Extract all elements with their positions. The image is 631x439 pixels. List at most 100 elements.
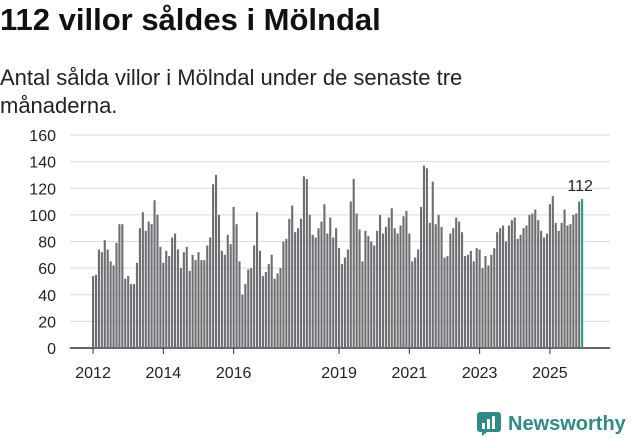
x-tick-label: 2019 <box>321 365 357 382</box>
newsworthy-icon <box>477 412 501 436</box>
bar <box>364 230 367 348</box>
y-tick-label: 80 <box>38 235 56 252</box>
bar <box>191 254 194 348</box>
bar <box>141 212 144 348</box>
bar <box>94 274 98 348</box>
bar <box>332 237 335 348</box>
bar <box>162 262 165 348</box>
bar <box>153 200 156 348</box>
bar <box>138 228 141 348</box>
bar <box>560 222 563 348</box>
bar <box>220 250 223 348</box>
bar <box>109 261 112 348</box>
bar <box>314 237 317 348</box>
bar <box>106 249 109 348</box>
x-tick-label: 2023 <box>462 365 498 382</box>
bar <box>217 214 221 349</box>
bar <box>159 246 162 348</box>
x-tick-label: 2016 <box>216 365 252 382</box>
bar <box>531 213 534 348</box>
bar <box>302 176 305 348</box>
bar <box>253 245 256 348</box>
bar <box>367 236 370 348</box>
bar <box>174 233 177 348</box>
bar <box>504 241 508 348</box>
bar <box>258 250 262 348</box>
y-tick-label: 120 <box>29 181 56 198</box>
bar <box>168 256 171 348</box>
bar <box>282 241 285 348</box>
bar <box>299 218 303 348</box>
bar <box>502 225 505 348</box>
bar <box>261 276 264 348</box>
bar <box>317 228 320 348</box>
bar <box>575 213 578 348</box>
x-tick-label: 2014 <box>146 365 182 382</box>
bar <box>490 254 493 348</box>
bar <box>379 214 382 349</box>
bar <box>510 220 513 348</box>
bar <box>335 228 338 348</box>
bar <box>297 228 300 348</box>
bar <box>519 234 522 348</box>
y-tick-label: 60 <box>38 261 56 278</box>
bar <box>338 248 341 348</box>
bar <box>97 249 100 348</box>
bar <box>311 234 314 348</box>
bar <box>326 233 329 348</box>
bar <box>323 204 326 348</box>
bar <box>393 228 396 348</box>
bar <box>487 265 490 348</box>
bar <box>493 248 496 348</box>
bar <box>557 230 560 348</box>
bar <box>545 233 549 348</box>
bar <box>182 252 185 348</box>
bar <box>417 249 420 348</box>
bar <box>443 257 446 348</box>
bar <box>376 230 379 348</box>
bar-latest <box>581 198 584 348</box>
bar <box>188 270 191 348</box>
bar <box>543 237 546 348</box>
bar <box>144 230 147 348</box>
bar <box>223 254 226 348</box>
bar <box>387 217 390 348</box>
bar <box>256 212 259 348</box>
bar <box>250 268 253 349</box>
bar <box>209 237 212 348</box>
bar <box>115 242 118 348</box>
bar <box>346 249 349 348</box>
bar <box>206 245 209 348</box>
x-tick-label: 2012 <box>75 365 111 382</box>
bar <box>212 184 215 348</box>
bar <box>469 250 472 348</box>
bar <box>578 201 581 348</box>
bar <box>537 220 540 348</box>
bar <box>399 225 402 348</box>
bar <box>305 178 308 348</box>
bar <box>446 256 449 348</box>
bar <box>566 225 569 348</box>
bar <box>194 260 197 348</box>
brand-name: Newsworthy <box>508 412 626 435</box>
bar <box>540 230 543 348</box>
y-tick-label: 20 <box>38 314 56 331</box>
bar <box>156 214 159 349</box>
bar <box>472 261 475 348</box>
bar <box>554 222 557 348</box>
bar-chart: 0 20 40 60 80 100 120 140 160 2012 2014 2016 2019 202… <box>29 128 610 382</box>
bar <box>238 261 241 348</box>
bar <box>176 249 180 348</box>
bar <box>349 201 352 348</box>
bar <box>279 268 282 349</box>
bar <box>414 257 417 348</box>
bar <box>135 262 139 348</box>
bar <box>291 205 294 348</box>
bar <box>458 221 461 348</box>
brand-logo: Newsworthy <box>476 409 626 439</box>
bar <box>507 225 510 348</box>
bar <box>355 213 358 348</box>
bar <box>241 294 244 348</box>
bar <box>499 228 502 348</box>
bar <box>203 260 206 348</box>
